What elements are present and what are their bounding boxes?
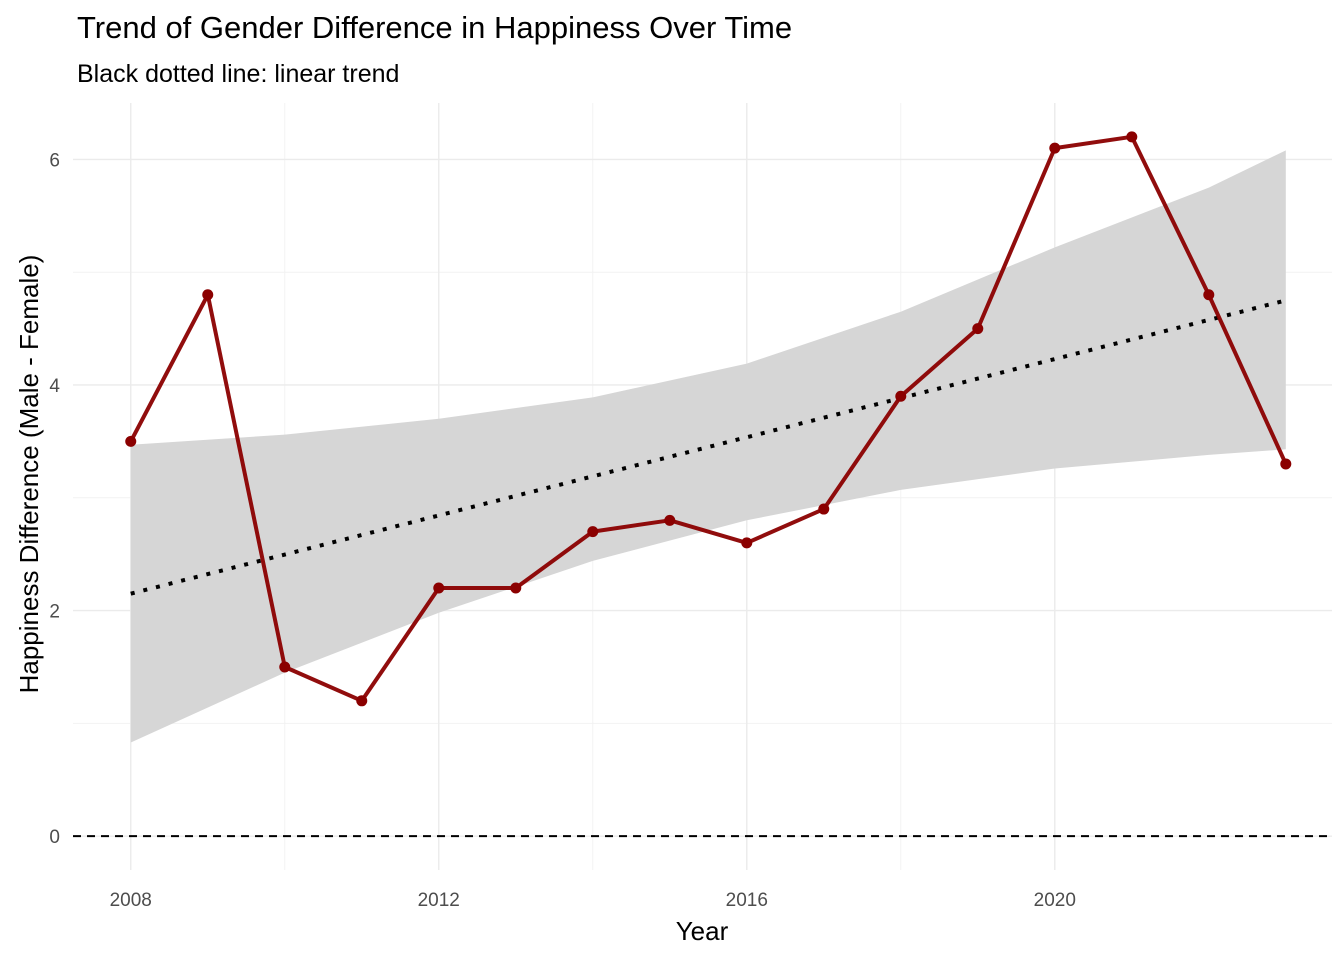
data-point	[510, 582, 522, 594]
x-tick-label: 2012	[418, 890, 460, 911]
chart-title: Trend of Gender Difference in Happiness …	[77, 10, 793, 45]
x-axis-ticks: 2008 2012 2016 2020	[110, 890, 1076, 911]
data-point	[202, 289, 214, 301]
y-tick-label: 2	[49, 602, 60, 623]
x-tick-label: 2008	[110, 890, 152, 911]
data-point	[279, 661, 291, 673]
data-point	[587, 526, 599, 538]
data-point	[1203, 289, 1215, 301]
y-tick-label: 4	[49, 376, 60, 397]
chart-subtitle: Black dotted line: linear trend	[77, 60, 400, 88]
confidence-band-area	[130, 150, 1286, 743]
y-axis-title: Happiness Difference (Male - Female)	[14, 255, 44, 694]
data-point	[818, 503, 830, 515]
confidence-band	[130, 150, 1286, 743]
data-point	[895, 390, 907, 402]
y-tick-label: 6	[49, 150, 60, 171]
data-point	[1280, 458, 1292, 470]
data-point	[664, 514, 676, 526]
y-tick-label: 0	[49, 827, 60, 848]
data-point	[356, 695, 368, 707]
y-axis-ticks: 0 2 4 6	[49, 150, 60, 848]
linear-trend-line	[130, 298, 1287, 596]
trend-line	[130, 298, 1287, 596]
data-point	[972, 323, 984, 335]
series-line	[129, 134, 1288, 703]
data-point	[1049, 142, 1061, 154]
data-point	[1126, 131, 1138, 143]
x-tick-label: 2020	[1034, 890, 1076, 911]
data-point	[125, 435, 137, 447]
data-series	[125, 131, 1292, 707]
x-tick-label: 2016	[726, 890, 768, 911]
data-point	[741, 537, 753, 549]
data-point	[433, 582, 445, 594]
x-axis-title: Year	[676, 916, 729, 946]
